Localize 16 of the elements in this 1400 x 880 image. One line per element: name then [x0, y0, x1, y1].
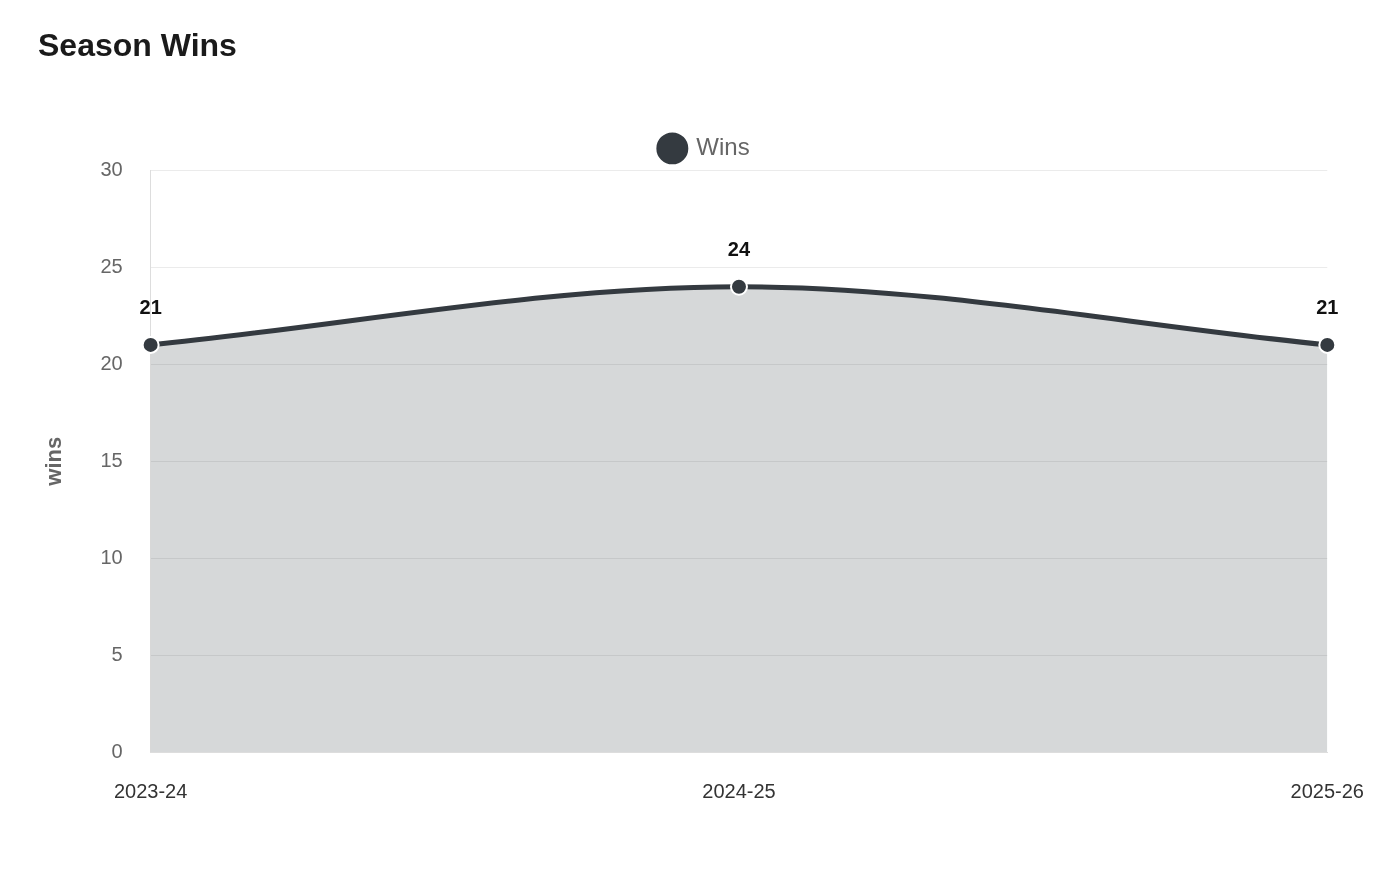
data-label: 24	[727, 238, 751, 261]
y-tick-label: 10	[100, 545, 123, 568]
y-tick-label: 30	[100, 157, 123, 180]
y-tick-label: 0	[111, 739, 123, 762]
y-tick-label: 20	[100, 351, 123, 374]
x-tick-label: 2024-25	[702, 779, 776, 802]
data-label: 21	[1316, 296, 1339, 319]
chart-title: Season Wins	[38, 27, 237, 64]
x-tick-label: 2025-26	[1290, 779, 1364, 802]
y-axis-title: wins	[41, 436, 67, 487]
y-tick-label: 5	[111, 642, 123, 665]
y-tick-label: 15	[100, 448, 123, 471]
x-tick-label: 2023-24	[113, 779, 188, 802]
legend-label: Wins	[696, 133, 750, 161]
data-label: 21	[139, 296, 162, 319]
y-tick-label: 25	[100, 254, 123, 277]
